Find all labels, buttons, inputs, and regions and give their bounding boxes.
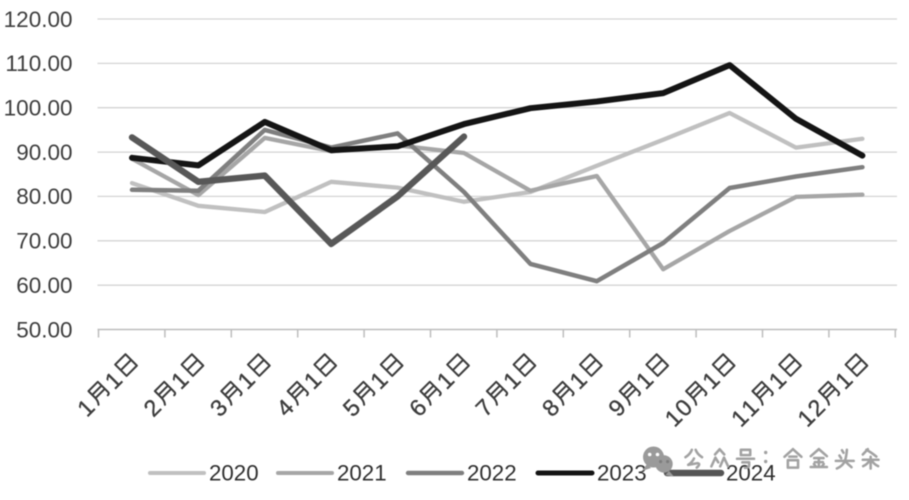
- svg-text:110.00: 110.00: [5, 51, 72, 76]
- svg-text:70.00: 70.00: [16, 229, 72, 254]
- svg-text:100.00: 100.00: [4, 96, 73, 121]
- svg-text:80.00: 80.00: [16, 184, 72, 209]
- svg-text:60.00: 60.00: [16, 273, 72, 298]
- svg-text:2020: 2020: [209, 461, 259, 486]
- svg-text:120.00: 120.00: [4, 7, 73, 32]
- svg-text:2021: 2021: [337, 461, 387, 486]
- svg-text:2024: 2024: [726, 461, 776, 486]
- svg-text:2023: 2023: [597, 461, 647, 486]
- svg-text:50.00: 50.00: [16, 317, 72, 342]
- svg-text:90.00: 90.00: [16, 140, 72, 165]
- svg-text:2022: 2022: [467, 461, 517, 486]
